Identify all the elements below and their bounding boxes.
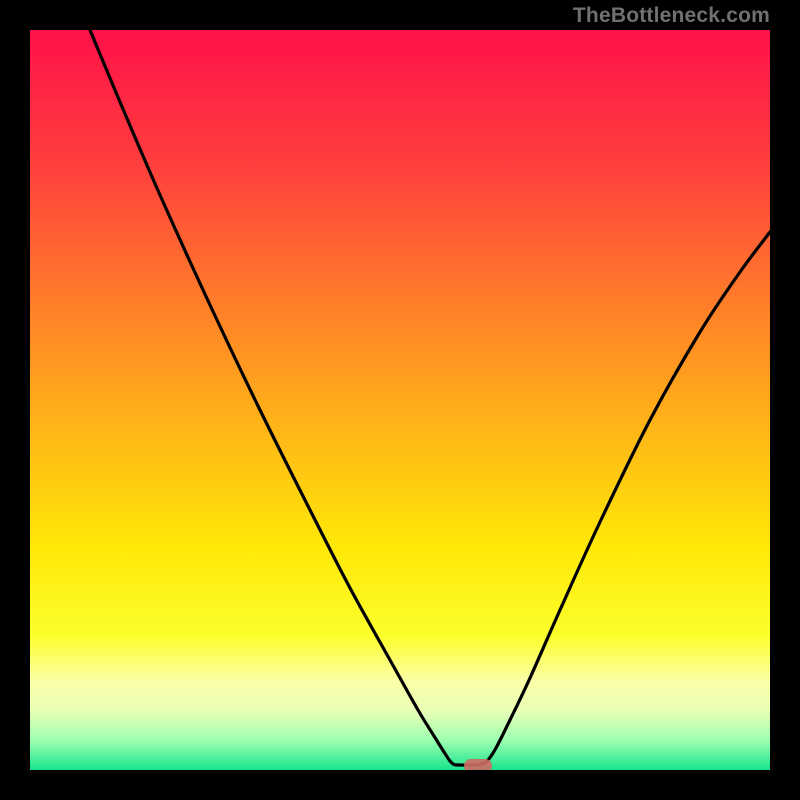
watermark-text: TheBottleneck.com	[573, 4, 770, 28]
chart-frame: TheBottleneck.com	[0, 0, 800, 800]
bottleneck-curve	[30, 30, 770, 770]
optimum-marker	[464, 759, 492, 770]
plot-area	[30, 30, 770, 770]
